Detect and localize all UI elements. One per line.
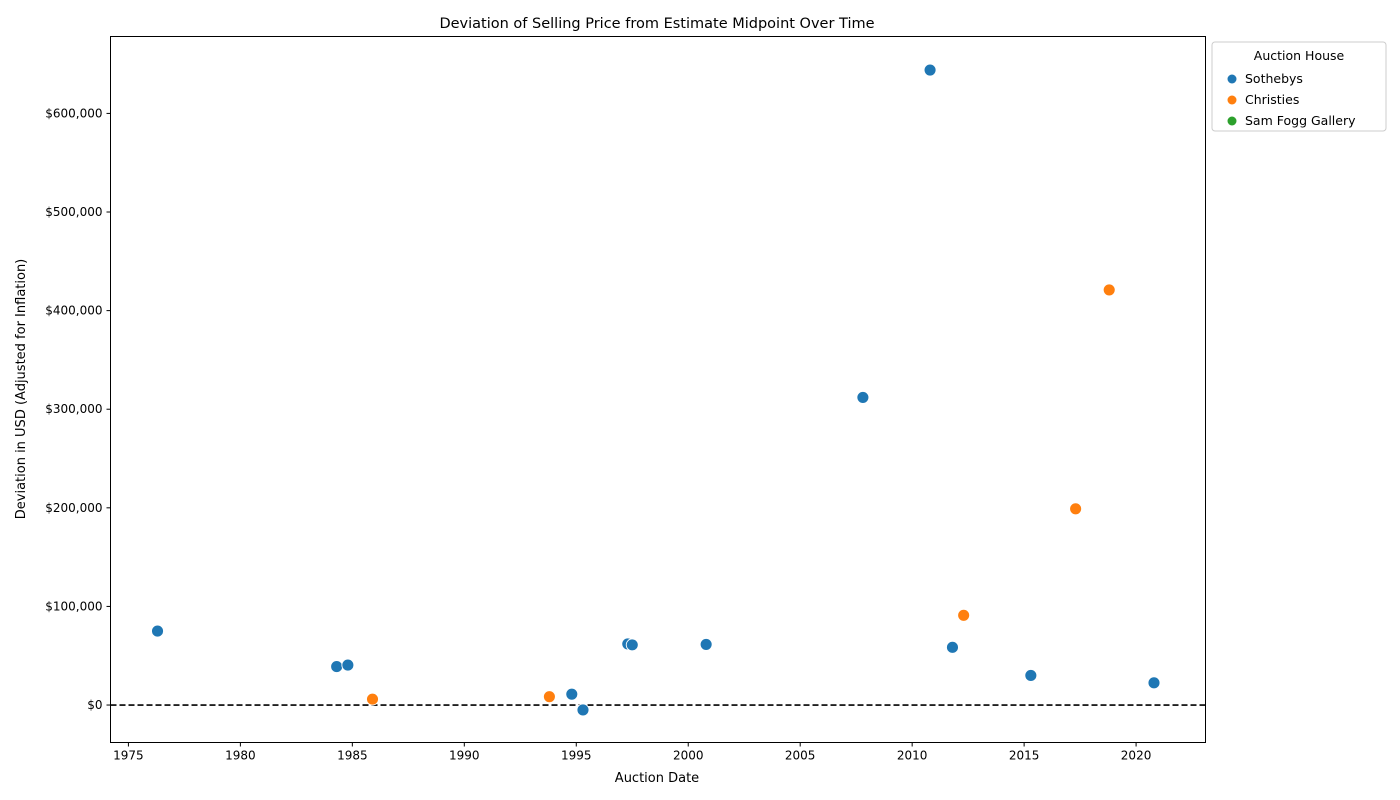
data-point-christies <box>366 692 379 706</box>
data-point-sothebys <box>1147 676 1161 690</box>
data-point-christies <box>542 690 556 704</box>
x-tick-label: 2020 <box>1121 749 1152 763</box>
y-tick-label: $0 <box>87 698 102 712</box>
legend-marker-sam-fogg-gallery <box>1227 116 1237 126</box>
x-tick-label: 1995 <box>561 749 592 763</box>
legend-title: Auction House <box>1254 48 1345 63</box>
legend-label-sothebys: Sothebys <box>1245 71 1303 86</box>
data-point-sothebys <box>1024 668 1038 682</box>
y-tick-label: $600,000 <box>45 106 102 120</box>
data-point-christies <box>957 608 971 622</box>
x-tick-label: 2015 <box>1009 749 1040 763</box>
x-tick-label: 2005 <box>785 749 816 763</box>
data-point-sothebys <box>565 687 579 701</box>
x-tick-label: 1980 <box>225 749 256 763</box>
data-point-sothebys <box>699 637 713 651</box>
legend-marker-sothebys <box>1227 74 1237 84</box>
legend-label-sam-fogg-gallery: Sam Fogg Gallery <box>1245 113 1356 128</box>
y-tick-label: $300,000 <box>45 402 102 416</box>
data-point-sothebys <box>330 660 344 674</box>
y-axis: $0 $100,000 $200,000 $300,000 $400,000 $500,0… <box>45 106 111 712</box>
x-axis-label: Auction Date <box>615 771 699 786</box>
x-tick-label: 1990 <box>449 749 480 763</box>
y-tick-label: $200,000 <box>45 501 102 515</box>
y-axis-label: Deviation in USD (Adjusted for Inflation… <box>14 259 29 520</box>
data-point-sothebys <box>151 624 164 638</box>
legend-label-christies: Christies <box>1245 92 1299 107</box>
x-tick-label: 1975 <box>113 749 144 763</box>
x-tick-label: 2010 <box>897 749 928 763</box>
y-tick-label: $100,000 <box>45 599 102 613</box>
legend-box <box>1211 41 1387 132</box>
y-tick-label: $400,000 <box>45 304 102 318</box>
data-points <box>151 63 1161 717</box>
legend-items: Sothebys Christies Sam Fogg Gallery <box>1227 71 1356 128</box>
data-point-sothebys <box>625 638 639 652</box>
x-tick-label: 1985 <box>337 749 368 763</box>
legend-marker-christies <box>1227 95 1237 105</box>
legend: Auction House Sothebys Christies Sam Fogg … <box>1211 41 1387 132</box>
x-axis: 1975 1980 1985 1990 1995 2000 2005 2010 2015 2020 <box>113 742 1152 763</box>
data-point-christies <box>1102 283 1116 297</box>
data-point-sothebys <box>923 63 937 77</box>
data-point-sothebys <box>576 703 590 717</box>
x-tick-label: 2000 <box>673 749 704 763</box>
data-point-sothebys <box>946 640 959 654</box>
chart-title: Deviation of Selling Price from Estimate… <box>439 16 874 32</box>
data-point-christies <box>1069 502 1083 516</box>
plot-frame <box>110 36 1206 743</box>
data-point-sothebys <box>856 390 870 404</box>
y-tick-label: $500,000 <box>45 205 102 219</box>
data-point-sothebys <box>341 658 355 672</box>
